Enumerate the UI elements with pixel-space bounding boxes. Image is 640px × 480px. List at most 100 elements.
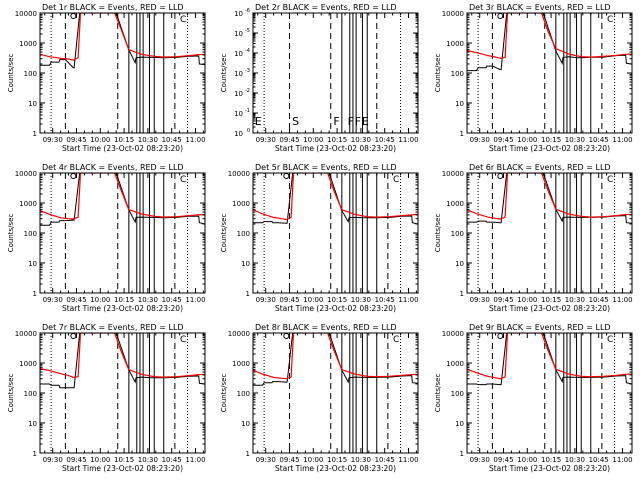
events-series bbox=[253, 173, 418, 225]
y-tick-label: 1 bbox=[33, 290, 37, 298]
y-tick-label: 10 bbox=[234, 110, 243, 118]
y-tick-label: 1000 bbox=[232, 200, 250, 208]
interval-marker-label: C bbox=[393, 335, 399, 345]
y-tick-label: 10000 bbox=[442, 330, 464, 338]
panel-title: Det 8r BLACK = Events, RED = LLD bbox=[255, 323, 397, 332]
interval-marker-label: C bbox=[180, 335, 186, 345]
x-tick-label: 10:15 bbox=[114, 136, 134, 144]
x-tick-label: 10:00 bbox=[90, 136, 110, 144]
y-tick-label: 1 bbox=[460, 130, 464, 138]
y-tick-exponent: -6 bbox=[245, 8, 250, 14]
y-axis-label: Counts/sec bbox=[220, 374, 228, 413]
y-axis-label: Counts/sec bbox=[220, 214, 228, 253]
y-tick-label: 100 bbox=[237, 230, 250, 238]
y-tick-label: 100 bbox=[451, 70, 464, 78]
x-tick-label: 10:15 bbox=[114, 456, 134, 464]
y-tick-label: 10 bbox=[28, 100, 37, 108]
y-axis-label: Counts/sec bbox=[434, 54, 442, 93]
y-tick-label: 1000 bbox=[232, 360, 250, 368]
y-tick-label: 10 bbox=[234, 10, 243, 18]
x-tick-label: 11:00 bbox=[612, 136, 632, 144]
x-tick-label: 10:45 bbox=[162, 296, 182, 304]
plot-area bbox=[253, 333, 418, 453]
interval-marker-label: C bbox=[607, 335, 613, 345]
x-tick-label: 09:45 bbox=[66, 456, 86, 464]
x-tick-label: 09:45 bbox=[66, 296, 86, 304]
x-tick-label: 11:00 bbox=[185, 136, 205, 144]
x-tick-label: 10:30 bbox=[351, 456, 371, 464]
x-tick-label: 10:45 bbox=[589, 456, 609, 464]
x-tick-label: 11:00 bbox=[185, 296, 205, 304]
y-tick-label: 100 bbox=[24, 230, 37, 238]
plot-area bbox=[40, 13, 205, 133]
x-axis-label: Start Time (23-Oct-02 08:23:20) bbox=[62, 144, 183, 153]
y-tick-label: 10 bbox=[455, 260, 464, 268]
interval-letter-label: F bbox=[355, 115, 361, 128]
plot-area bbox=[40, 173, 205, 293]
lld-series bbox=[253, 333, 418, 380]
y-tick-label: 10 bbox=[455, 420, 464, 428]
panel-title: Det 1r BLACK = Events, RED = LLD bbox=[42, 3, 184, 12]
panel-det7: Det 7r BLACK = Events, RED = LLD C 1 10 100 1… bbox=[7, 323, 206, 473]
panel-title: Det 3r BLACK = Events, RED = LLD bbox=[469, 3, 611, 12]
x-tick-label: 09:30 bbox=[43, 296, 63, 304]
x-tick-label: 09:45 bbox=[279, 296, 299, 304]
lld-series bbox=[467, 13, 632, 59]
x-tick-label: 10:15 bbox=[327, 136, 347, 144]
panel-title: Det 2r BLACK = Events, RED = LLD bbox=[255, 3, 397, 12]
x-tick-label: 10:15 bbox=[541, 456, 561, 464]
interval-letter-label: F bbox=[333, 115, 339, 128]
x-axis-label: Start Time (23-Oct-02 08:23:20) bbox=[275, 304, 396, 313]
y-tick-label: 1 bbox=[246, 290, 250, 298]
panel-title: Det 7r BLACK = Events, RED = LLD bbox=[42, 323, 184, 332]
y-tick-label: 10 bbox=[234, 130, 243, 138]
y-tick-label: 1 bbox=[460, 290, 464, 298]
peak-circle-marker bbox=[70, 173, 77, 179]
peak-circle-marker bbox=[283, 173, 290, 179]
lld-series bbox=[40, 13, 205, 61]
events-series bbox=[40, 333, 205, 389]
y-tick-label: 1000 bbox=[19, 200, 37, 208]
x-tick-label: 09:30 bbox=[470, 456, 490, 464]
x-axis-label: Start Time (23-Oct-02 08:23:20) bbox=[489, 144, 610, 153]
x-tick-label: 10:30 bbox=[138, 136, 158, 144]
x-tick-label: 10:45 bbox=[162, 456, 182, 464]
y-tick-label: 10000 bbox=[15, 10, 37, 18]
x-tick-label: 09:30 bbox=[470, 136, 490, 144]
x-tick-label: 09:30 bbox=[256, 296, 276, 304]
y-tick-exponent: 0 bbox=[247, 128, 250, 134]
peak-circle-marker bbox=[497, 173, 504, 179]
y-tick-label: 10000 bbox=[228, 330, 250, 338]
y-axis-label: Counts/sec bbox=[7, 214, 15, 253]
x-tick-label: 10:00 bbox=[517, 456, 537, 464]
x-tick-label: 09:30 bbox=[256, 456, 276, 464]
x-tick-label: 11:00 bbox=[612, 296, 632, 304]
panel-det4: Det 4r BLACK = Events, RED = LLD C 1 10 100 1… bbox=[7, 163, 206, 313]
y-tick-label: 10 bbox=[241, 260, 250, 268]
events-series bbox=[253, 333, 418, 386]
lld-series bbox=[467, 333, 632, 380]
y-tick-label: 10 bbox=[28, 260, 37, 268]
y-tick-label: 10 bbox=[234, 50, 243, 58]
x-tick-label: 09:30 bbox=[43, 456, 63, 464]
y-tick-label: 100 bbox=[237, 390, 250, 398]
y-tick-label: 10 bbox=[234, 70, 243, 78]
x-tick-label: 10:15 bbox=[114, 296, 134, 304]
y-tick-label: 1000 bbox=[446, 40, 464, 48]
peak-circle-marker bbox=[497, 13, 504, 19]
plot-area bbox=[467, 173, 632, 293]
x-tick-label: 10:30 bbox=[138, 456, 158, 464]
y-tick-exponent: -4 bbox=[245, 48, 250, 54]
x-tick-label: 09:45 bbox=[279, 136, 299, 144]
y-tick-label: 100 bbox=[24, 390, 37, 398]
panel-det1: Det 1r BLACK = Events, RED = LLD C 1 10 100 1… bbox=[7, 3, 206, 153]
y-tick-label: 10 bbox=[455, 100, 464, 108]
y-tick-exponent: -2 bbox=[245, 88, 250, 94]
x-tick-label: 10:45 bbox=[375, 456, 395, 464]
y-axis-label: Counts/sec bbox=[7, 374, 15, 413]
y-tick-label: 10000 bbox=[15, 330, 37, 338]
x-axis-label: Start Time (23-Oct-02 08:23:20) bbox=[275, 144, 396, 153]
y-tick-label: 100 bbox=[451, 390, 464, 398]
